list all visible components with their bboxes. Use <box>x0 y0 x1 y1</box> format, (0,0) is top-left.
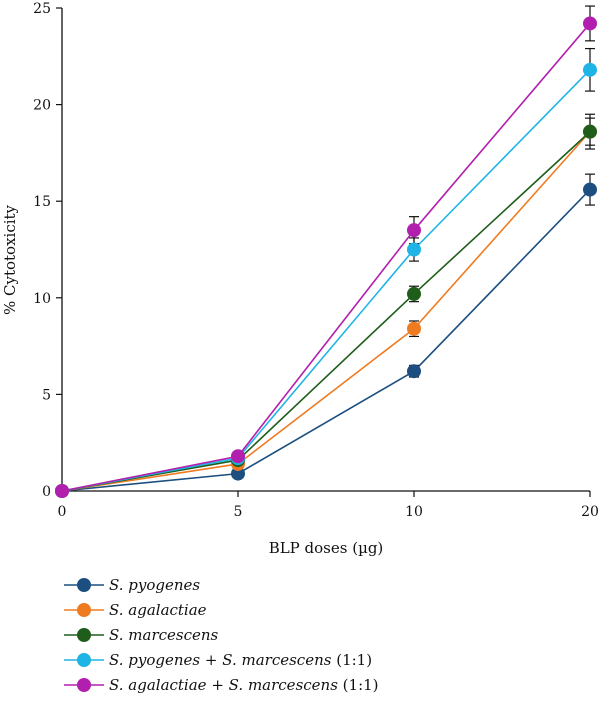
legend-label: S. agalactiae <box>109 601 207 619</box>
data-point <box>583 182 597 197</box>
data-point <box>583 16 597 31</box>
series-line <box>61 69 591 492</box>
data-point <box>583 62 597 77</box>
x-tick-label: 20 <box>581 504 599 520</box>
series-line <box>61 131 591 492</box>
series-line <box>61 131 591 492</box>
legend: S. pyogenes S. agalactiae S. marcescens S. … <box>64 576 379 694</box>
data-point <box>407 321 421 336</box>
data-point <box>407 286 421 301</box>
data-point <box>407 242 421 257</box>
legend-marker <box>77 603 91 617</box>
legend-marker <box>77 653 91 667</box>
y-tick-label: 25 <box>33 1 51 17</box>
legend-label: S. marcescens <box>109 626 219 644</box>
data-point <box>407 223 421 238</box>
chart-axes: 0 5 10 15 20 25 0 5 10 20 <box>33 1 599 520</box>
series-line <box>61 189 591 492</box>
y-tick-label: 20 <box>33 98 51 114</box>
legend-label: S. agalactiae + S. marcescens (1:1) <box>109 676 379 694</box>
y-tick-label: 5 <box>42 387 51 403</box>
data-point <box>583 124 597 139</box>
series-layer <box>55 5 597 498</box>
legend-label: S. pyogenes + S. marcescens (1:1) <box>109 651 372 669</box>
data-point <box>407 364 421 379</box>
y-tick-label: 10 <box>33 291 51 307</box>
x-tick-label: 0 <box>58 504 67 520</box>
y-tick-label: 15 <box>33 194 51 210</box>
y-axis-title: % Cytotoxicity <box>1 204 19 315</box>
data-point <box>231 466 245 481</box>
x-axis-title: BLP doses (µg) <box>269 539 384 557</box>
legend-marker <box>77 678 91 692</box>
legend-label: S. pyogenes <box>109 576 200 594</box>
series-line <box>61 22 591 492</box>
data-point <box>231 449 245 464</box>
x-tick-label: 10 <box>405 504 423 520</box>
data-point <box>55 484 69 498</box>
y-tick-label: 0 <box>42 484 51 500</box>
legend-marker <box>77 628 91 642</box>
legend-marker <box>77 578 91 592</box>
x-tick-label: 5 <box>234 504 243 520</box>
